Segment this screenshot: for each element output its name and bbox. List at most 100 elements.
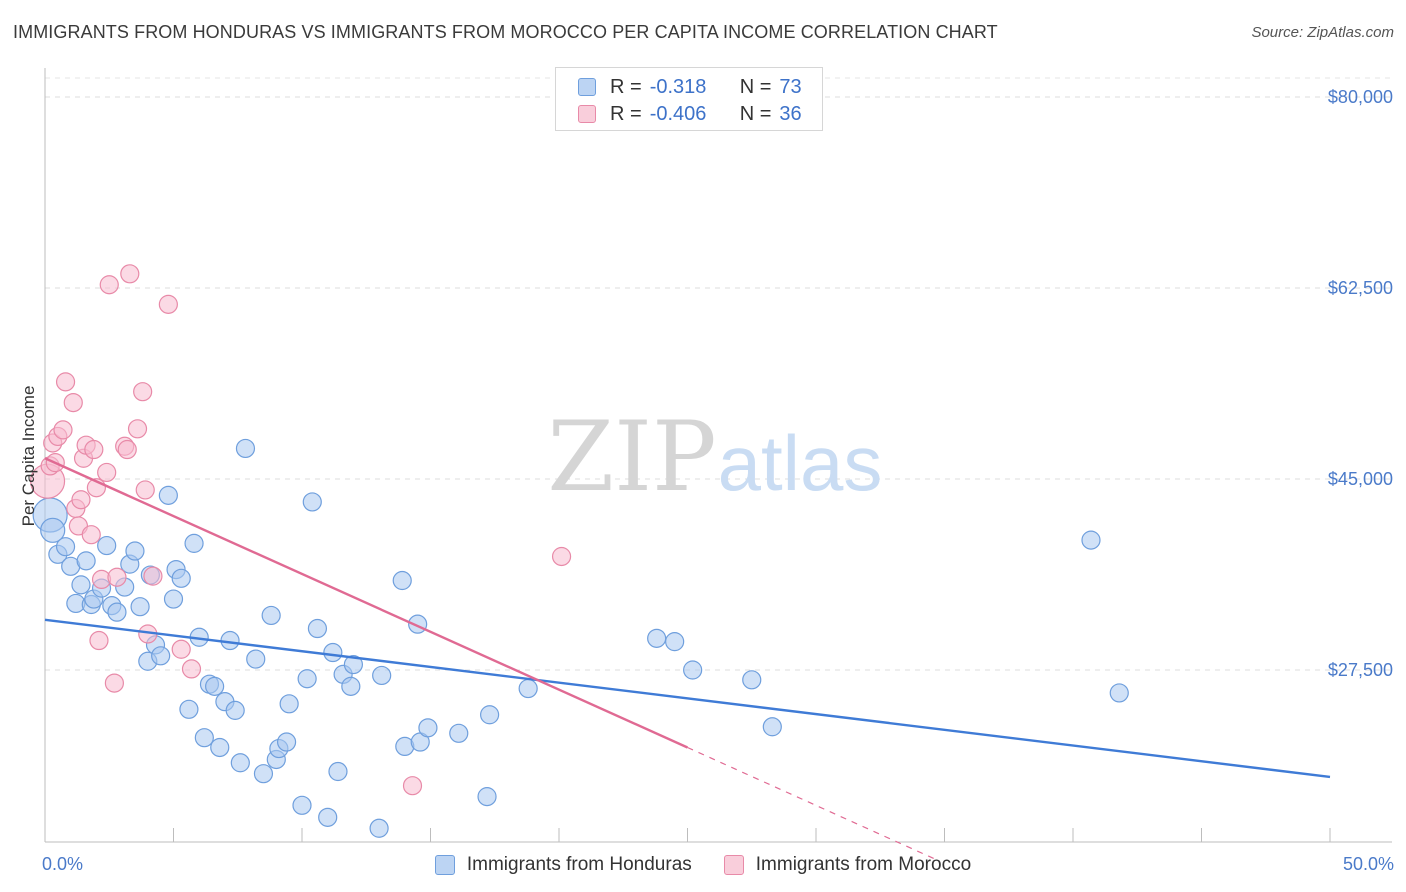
- watermark-atlas: atlas: [718, 419, 883, 507]
- series-morocco-points: [29, 264, 572, 796]
- honduras-point: [742, 670, 762, 690]
- watermark: ZIP atlas: [547, 401, 882, 513]
- legend-swatch-morocco: [723, 855, 744, 875]
- legend-n-label: N =: [739, 102, 772, 125]
- honduras-point: [683, 660, 703, 680]
- honduras-point: [480, 705, 500, 725]
- honduras-point: [762, 717, 782, 737]
- legend-swatch-honduras: [434, 855, 455, 875]
- legend-row-morocco: R = -0.406 N = 36: [578, 101, 802, 127]
- honduras-point: [97, 535, 117, 556]
- honduras-point: [647, 628, 667, 648]
- axes: [44, 68, 1392, 843]
- honduras-point: [246, 649, 266, 669]
- honduras-point: [323, 642, 343, 663]
- morocco-point: [133, 382, 153, 402]
- legend-n-label: N =: [739, 75, 772, 98]
- honduras-point: [418, 718, 438, 738]
- x-tick-label: 50.0%: [1343, 854, 1394, 874]
- x-tick-labels: 0.0% 50.0%: [42, 854, 1394, 874]
- stats-legend: R = -0.318 N = 73 R = -0.406 N = 36: [555, 67, 823, 131]
- morocco-point: [97, 462, 117, 483]
- legend-row-honduras: R = -0.318 N = 73: [578, 74, 802, 100]
- morocco-point: [127, 419, 148, 439]
- legend-swatch-morocco: [578, 105, 596, 123]
- honduras-point: [307, 618, 328, 639]
- honduras-point: [279, 694, 299, 714]
- honduras-point: [76, 551, 96, 571]
- honduras-point: [158, 485, 178, 505]
- honduras-point: [253, 764, 274, 784]
- honduras-point: [163, 589, 184, 609]
- honduras-point: [372, 665, 392, 686]
- honduras-point: [130, 597, 150, 617]
- y-tick-label: $45,000: [1328, 469, 1393, 489]
- honduras-point: [210, 737, 230, 758]
- trend-line-honduras: [44, 618, 1331, 779]
- legend-item-honduras[interactable]: Immigrants from Honduras: [434, 854, 692, 876]
- y-tick-labels: $80,000 $62,500 $45,000 $27,500: [1328, 87, 1393, 680]
- morocco-point: [107, 567, 127, 587]
- honduras-point: [1109, 683, 1129, 703]
- morocco-point: [117, 439, 137, 460]
- honduras-point: [297, 669, 317, 689]
- honduras-point: [392, 570, 412, 591]
- honduras-point: [477, 787, 497, 807]
- y-tick-label: $80,000: [1328, 87, 1393, 107]
- honduras-point: [55, 537, 76, 557]
- honduras-point: [518, 678, 538, 699]
- source-label: Source: ZipAtlas.com: [1251, 24, 1394, 41]
- trend-line-morocco-extension: [687, 746, 940, 862]
- legend-r-value-honduras: -0.318: [649, 75, 707, 98]
- honduras-point: [341, 676, 361, 696]
- honduras-point: [230, 753, 250, 773]
- honduras-point: [369, 818, 389, 838]
- honduras-point: [1081, 530, 1101, 550]
- grid-lines: [45, 77, 1392, 671]
- trend-lines: [44, 457, 1331, 862]
- x-tick-label: 0.0%: [42, 854, 83, 874]
- morocco-point: [55, 372, 76, 392]
- morocco-point: [135, 480, 155, 500]
- morocco-point: [84, 439, 104, 460]
- y-tick-label: $62,500: [1328, 278, 1393, 298]
- honduras-point: [261, 605, 281, 626]
- honduras-point: [235, 438, 256, 459]
- morocco-point: [63, 393, 83, 413]
- morocco-point: [120, 264, 140, 284]
- legend-n-value-morocco: 36: [779, 102, 802, 125]
- morocco-point: [171, 639, 191, 659]
- honduras-point: [665, 632, 685, 652]
- chart-title: IMMIGRANTS FROM HONDURAS VS IMMIGRANTS F…: [13, 22, 998, 42]
- honduras-point: [205, 676, 225, 696]
- honduras-point: [179, 699, 199, 719]
- morocco-point: [402, 776, 423, 796]
- honduras-point: [40, 517, 66, 543]
- honduras-point: [449, 723, 469, 743]
- honduras-point: [194, 728, 214, 748]
- morocco-point: [53, 420, 73, 440]
- honduras-point: [276, 732, 297, 752]
- y-tick-label: $27,500: [1328, 660, 1393, 680]
- morocco-point: [81, 525, 101, 545]
- watermark-zip: ZIP: [547, 401, 716, 513]
- morocco-point: [181, 659, 202, 679]
- legend-n-value-honduras: 73: [779, 75, 802, 98]
- trend-line-morocco: [44, 457, 688, 749]
- honduras-point: [171, 568, 191, 588]
- legend-r-label: R =: [610, 102, 642, 125]
- honduras-point: [125, 541, 145, 561]
- honduras-point: [318, 807, 338, 827]
- legend-item-morocco[interactable]: Immigrants from Morocco: [723, 854, 971, 876]
- legend-label-honduras: Immigrants from Honduras: [466, 854, 692, 875]
- morocco-point: [551, 546, 572, 567]
- legend-swatch-honduras: [578, 78, 596, 96]
- morocco-point: [99, 275, 119, 295]
- legend-r-label: R =: [610, 75, 642, 98]
- honduras-point: [328, 761, 348, 782]
- morocco-point: [158, 294, 178, 314]
- morocco-point: [143, 566, 163, 586]
- honduras-point: [151, 646, 171, 666]
- honduras-point: [107, 602, 127, 622]
